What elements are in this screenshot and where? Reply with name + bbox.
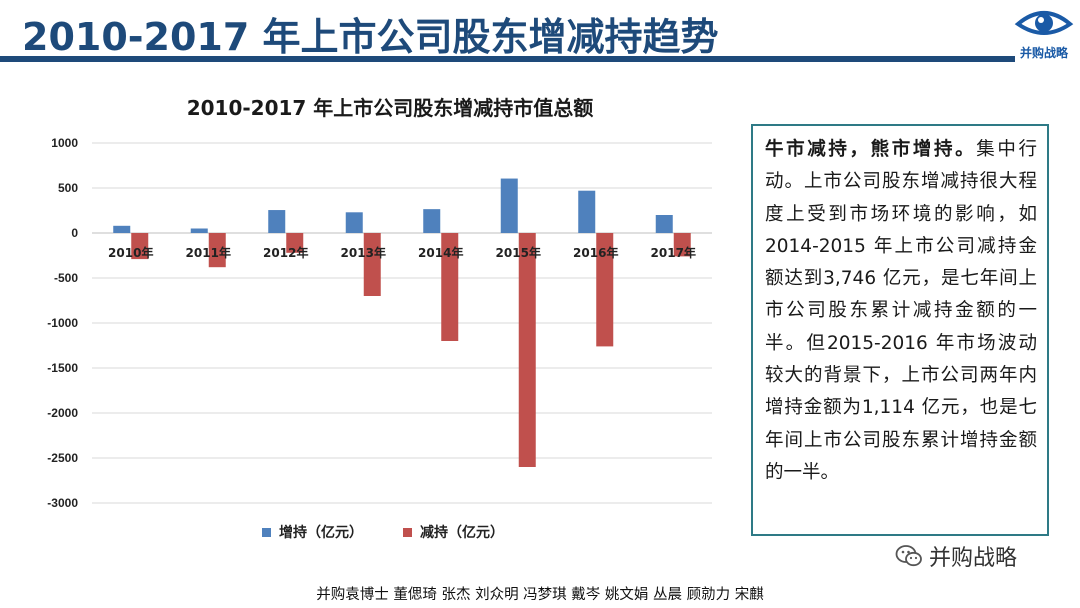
legend-swatch-increase bbox=[262, 527, 271, 537]
brand-logo: 并购战略 bbox=[1012, 4, 1076, 64]
x-tick-label: 2012年 bbox=[263, 245, 308, 260]
y-tick-label: 500 bbox=[58, 181, 78, 195]
insight-textbox: 牛市减持，熊市增持。集中行动。上市公司股东增减持很大程度上受到市场环境的影响，如… bbox=[751, 124, 1049, 536]
eye-logo-icon bbox=[1014, 11, 1074, 35]
x-tick-label: 2015年 bbox=[496, 245, 541, 260]
watermark-text: 并购战略 bbox=[929, 546, 1018, 571]
bar-decrease bbox=[596, 233, 614, 347]
bar-decrease bbox=[673, 233, 691, 257]
chart-legend: 增持（亿元） 减持（亿元） bbox=[262, 522, 504, 542]
y-tick-label: -3000 bbox=[47, 496, 78, 510]
legend-item-increase: 增持（亿元） bbox=[262, 522, 363, 542]
y-tick-label: -2500 bbox=[47, 451, 78, 465]
x-tick-label: 2017年 bbox=[651, 245, 696, 260]
legend-label-increase: 增持（亿元） bbox=[279, 525, 363, 541]
bar-increase bbox=[268, 210, 286, 233]
page-title: 2010-2017 年上市公司股东增减持趋势 bbox=[22, 15, 719, 59]
y-tick-label: -1500 bbox=[47, 361, 78, 375]
wechat-icon bbox=[895, 545, 922, 567]
insight-body: 集中行动。上市公司股东增减持很大程度上受到市场环境的影响，如2014-2015 … bbox=[765, 139, 1037, 483]
legend-label-decrease: 减持（亿元） bbox=[420, 525, 504, 541]
y-tick-label: -1000 bbox=[47, 316, 78, 330]
x-tick-label: 2014年 bbox=[418, 245, 463, 260]
bar-increase bbox=[578, 190, 596, 233]
x-tick-label: 2011年 bbox=[186, 245, 231, 260]
bar-decrease bbox=[441, 233, 459, 341]
x-tick-label: 2013年 bbox=[341, 245, 386, 260]
logo-label: 并购战略 bbox=[1019, 46, 1068, 60]
legend-item-decrease: 减持（亿元） bbox=[403, 522, 504, 542]
y-tick-label: 1000 bbox=[51, 136, 78, 150]
bar-increase bbox=[345, 212, 363, 233]
wechat-watermark: 并购战略 bbox=[895, 540, 1017, 572]
chart-title: 2010-2017 年上市公司股东增减持市值总额 bbox=[186, 96, 594, 120]
bar-increase bbox=[655, 215, 673, 233]
bar-decrease bbox=[363, 233, 381, 296]
bar-decrease bbox=[518, 233, 536, 467]
y-tick-label: 0 bbox=[71, 226, 78, 240]
y-tick-label: -500 bbox=[54, 271, 78, 285]
bar-chart: 1000 500 0 -500 -1000 -1500 -2000 -2500 -3000 201… bbox=[47, 136, 712, 510]
legend-swatch-decrease bbox=[403, 527, 412, 537]
author-credits: 并购袁博士 董偲琦 张杰 刘众明 冯梦琪 戴岑 姚文娟 丛晨 顾勍力 宋麒 bbox=[316, 587, 764, 603]
y-tick-label: -2000 bbox=[47, 406, 78, 420]
insight-lead: 牛市减持，熊市增持。 bbox=[765, 139, 977, 160]
bar-increase bbox=[190, 228, 208, 233]
x-tick-label: 2016年 bbox=[573, 245, 618, 260]
title-divider bbox=[0, 56, 1015, 62]
bar-decrease bbox=[131, 233, 149, 260]
bar-increase bbox=[423, 209, 441, 233]
bar-decrease bbox=[286, 233, 304, 253]
x-tick-label: 2010年 bbox=[108, 245, 153, 260]
bar-increase bbox=[113, 225, 131, 233]
bar-decrease bbox=[208, 233, 226, 268]
bar-increase bbox=[500, 178, 518, 233]
